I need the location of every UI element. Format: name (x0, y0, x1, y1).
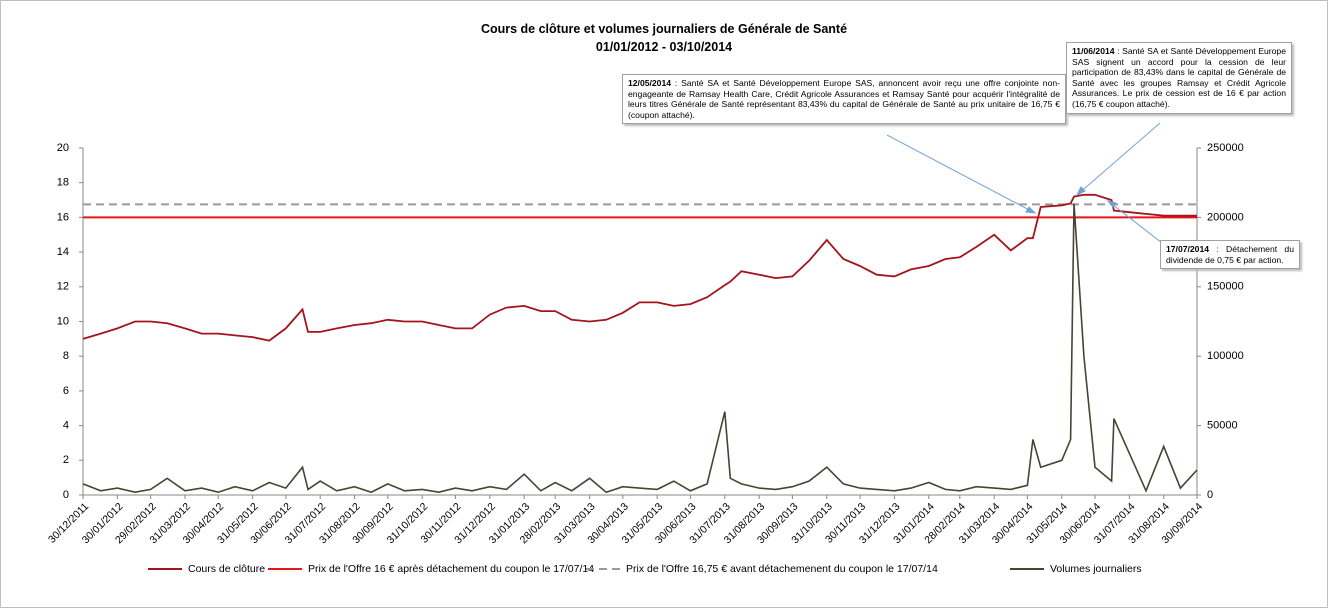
y-tick-label: 10 (57, 315, 69, 327)
annotation: 17/07/2014 : Détachement du dividende de… (1160, 240, 1300, 270)
y-tick-label: 14 (57, 246, 69, 258)
annotation-date: 11/06/2014 (1072, 46, 1115, 56)
arrow-head (1075, 186, 1086, 197)
y-tick-label: 12 (57, 281, 69, 293)
y2-tick-label: 100000 (1207, 350, 1244, 362)
arrows (886, 122, 1163, 244)
arrow (886, 134, 1036, 214)
annotation-date: 17/07/2014 (1166, 244, 1210, 254)
y-tick-label: 18 (57, 177, 69, 189)
y-tick-label: 0 (63, 489, 69, 501)
annotation-text: : Détachement du dividende de 0,75 € par… (1166, 244, 1294, 265)
legend-label: Prix de l'Offre 16,75 € avant détachemen… (626, 563, 938, 575)
y-tick-label: 20 (57, 142, 69, 154)
legend-label: Prix de l'Offre 16 € après détachement d… (308, 563, 594, 575)
chart-title: Cours de clôture et volumes journaliers … (480, 22, 848, 36)
y2-tick-label: 0 (1207, 489, 1213, 501)
y2-tick-label: 150000 (1207, 281, 1244, 293)
legend-label: Cours de clôture (188, 563, 265, 575)
y-tick-label: 8 (63, 350, 69, 362)
y-tick-label: 4 (63, 420, 69, 432)
y2-tick-label: 50000 (1207, 420, 1238, 432)
arrow-head (1106, 200, 1117, 208)
series-line (82, 203, 1198, 494)
annotation-text: : Santé SA et Santé Développement Europe… (628, 78, 1060, 120)
y-tick-label: 16 (57, 211, 69, 223)
annotation-text: : Santé SA et Santé Développement Europe… (1072, 46, 1286, 109)
arrow (1107, 200, 1163, 244)
series-line (82, 193, 1197, 342)
y-tick-label: 6 (63, 385, 69, 397)
legend-label: Volumes journaliers (1050, 563, 1142, 575)
annotation-date: 12/05/2014 (628, 78, 672, 88)
annotation: 12/05/2014 : Santé SA et Santé Développe… (622, 74, 1066, 125)
y2-tick-label: 250000 (1207, 142, 1244, 154)
arrow-head (1025, 206, 1037, 214)
chart-subtitle: 01/01/2012 - 03/10/2014 (595, 40, 733, 54)
y-tick-label: 2 (63, 454, 69, 466)
y2-tick-label: 200000 (1207, 211, 1244, 223)
arrow (1076, 122, 1161, 196)
annotation: 11/06/2014 : Santé SA et Santé Développe… (1066, 42, 1292, 114)
